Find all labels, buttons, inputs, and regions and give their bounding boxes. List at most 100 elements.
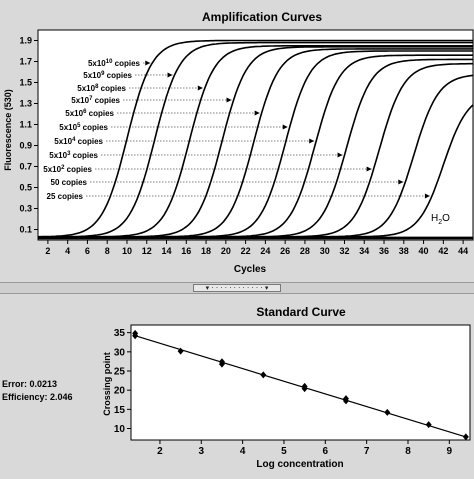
y-tick-label-3: 0.7 [19,162,32,172]
y-tick-label-6: 1.3 [19,99,32,109]
standard-curve-chart: Standard Curve 2 3 4 5 6 7 8 9 10 15 20 25 30 35 Log… [102,305,471,470]
x-tick-label-2: 6 [85,246,90,256]
legend-label-suffix: copies [55,192,83,201]
amplification-curve-1 [38,41,473,238]
y-tick-label-4: 0.9 [19,141,32,151]
data-point-9 [342,397,349,405]
x-tick-label-10: 22 [241,246,251,256]
legend-arrow-head-5 [282,124,288,130]
legend-label-exp: 4 [72,137,76,143]
data-point-5 [260,371,267,379]
x-tick-label-8: 18 [201,246,211,256]
y-tick-label-1: 0.3 [19,204,32,214]
std-y-tick-label-2: 20 [114,386,126,397]
legend-arrow-head-10 [424,193,430,199]
data-point-11 [425,421,432,429]
legend-label-suffix: copies [59,178,87,187]
legend-label-suffix: copies [80,123,108,132]
legend-label-10: 25 copies [47,192,84,201]
legend-label-base: 5x10 [59,123,77,132]
y-tick-label-7: 1.5 [19,78,32,88]
legend-label-6: 5x104 copies [54,137,103,146]
amplification-chart: Amplification Curves 5x1010 copies5x109 … [3,10,474,275]
x-tick-label-7: 16 [181,246,191,256]
amplification-panel: Amplification Curves 5x1010 copies 5x109 … [3,10,474,275]
legend-label-suffix: copies [75,137,103,146]
legend-label-base: 5x10 [88,59,106,68]
legend-label-exp: 10 [106,59,113,65]
legend-arrow-head-6 [309,138,315,144]
y-tick-label-0: 0.1 [19,225,32,235]
legend-label-base: 50 [51,178,60,187]
legend-label-suffix: copies [98,84,126,93]
x-tick-label-17: 36 [379,246,389,256]
x-tick-label-6: 14 [162,246,172,256]
legend-arrow-head-8 [366,166,372,172]
water-label-base: H [431,213,438,224]
std-y-tick-label-3: 25 [114,367,126,378]
legend-label-base: 5x10 [43,165,61,174]
legend-label-base: 5x10 [54,137,72,146]
legend-label-0: 5x1010 copies [88,59,141,68]
std-y-tick-label-0: 10 [114,424,126,435]
legend-label-exp: 7 [89,96,93,102]
legend-arrow-head-9 [398,179,404,185]
legend-label-base: 5x10 [71,96,89,105]
splitter-handle[interactable]: ▾ · · · · · · · · · · · · ▾ [193,284,281,292]
legend-arrow-head-1 [167,72,173,78]
x-tick-label-14: 30 [320,246,330,256]
x-tick-label-5: 12 [142,246,152,256]
x-tick-label-0: 2 [45,246,50,256]
legend-label-suffix: copies [70,151,98,160]
std-x-tick-label-7: 9 [447,446,453,457]
legend-arrow-head-2 [197,85,203,91]
x-tick-label-21: 44 [458,246,468,256]
y-tick-label-5: 1.1 [19,120,32,130]
legend-label-suffix: copies [92,96,120,105]
x-tick-label-9: 20 [221,246,231,256]
amplification-x-axis: 2 4 6 8 10 12 14 16 18 20 22 24 26 28 30 32 34 36 38 40 42 44 [45,240,468,256]
x-tick-label-4: 10 [122,246,132,256]
standard-curve-fit [134,335,467,438]
water-label-sub: 2 [438,219,442,226]
legend-label-base: 5x10 [65,109,83,118]
fit-line [134,335,467,438]
std-x-tick-label-0: 2 [157,446,163,457]
legend-label-base: 5x10 [83,71,101,80]
panel-splitter[interactable]: ▾ · · · · · · · · · · · · ▾ [0,282,474,294]
y-tick-label-2: 0.5 [19,183,32,193]
data-point-12 [462,433,469,441]
standard-curve-title: Standard Curve [256,305,346,319]
error-stat: Error: 0.0213 [2,379,58,389]
std-y-tick-label-1: 15 [114,405,126,416]
data-point-4 [218,360,225,368]
x-tick-label-18: 38 [399,246,409,256]
x-tick-label-11: 24 [260,246,270,256]
std-y-tick-label-4: 30 [114,347,126,358]
legend-arrow-head-4 [254,110,260,116]
standard-curve-points [132,329,469,441]
x-tick-label-19: 40 [419,246,429,256]
standard-curve-panel: Standard Curve 2 3 4 5 6 7 8 9 10 15 20 25 30 35 Log… [0,294,474,474]
legend-label-8: 5x102 copies [43,165,92,174]
amplification-y-axis: 0.1 0.3 0.5 0.7 0.9 1.1 1.3 1.5 1.7 1.9 [19,36,38,235]
std-x-tick-label-2: 4 [240,446,246,457]
legend-label-exp: 2 [61,165,65,171]
standard-curve-y-axis: 10 15 20 25 30 35 [114,328,131,435]
std-x-tick-label-5: 7 [364,446,370,457]
legend-label-base: 25 [47,192,56,201]
std-x-tick-label-4: 6 [323,446,329,457]
legend-label-suffix: copies [104,71,132,80]
legend-label-9: 50 copies [51,178,88,187]
legend-label-exp: 5 [77,123,81,129]
legend-arrow-head-3 [226,97,232,103]
legend-label-exp: 3 [67,151,71,157]
amplification-label-arrows [86,60,430,199]
legend-label-suffix: copies [112,59,140,68]
legend-label-suffix: copies [86,109,114,118]
standard-curve-x-label: Log concentration [256,459,343,470]
standard-curve-y-label: Crossing point [102,352,112,416]
x-tick-label-15: 32 [339,246,349,256]
legend-label-4: 5x106 copies [65,109,114,118]
